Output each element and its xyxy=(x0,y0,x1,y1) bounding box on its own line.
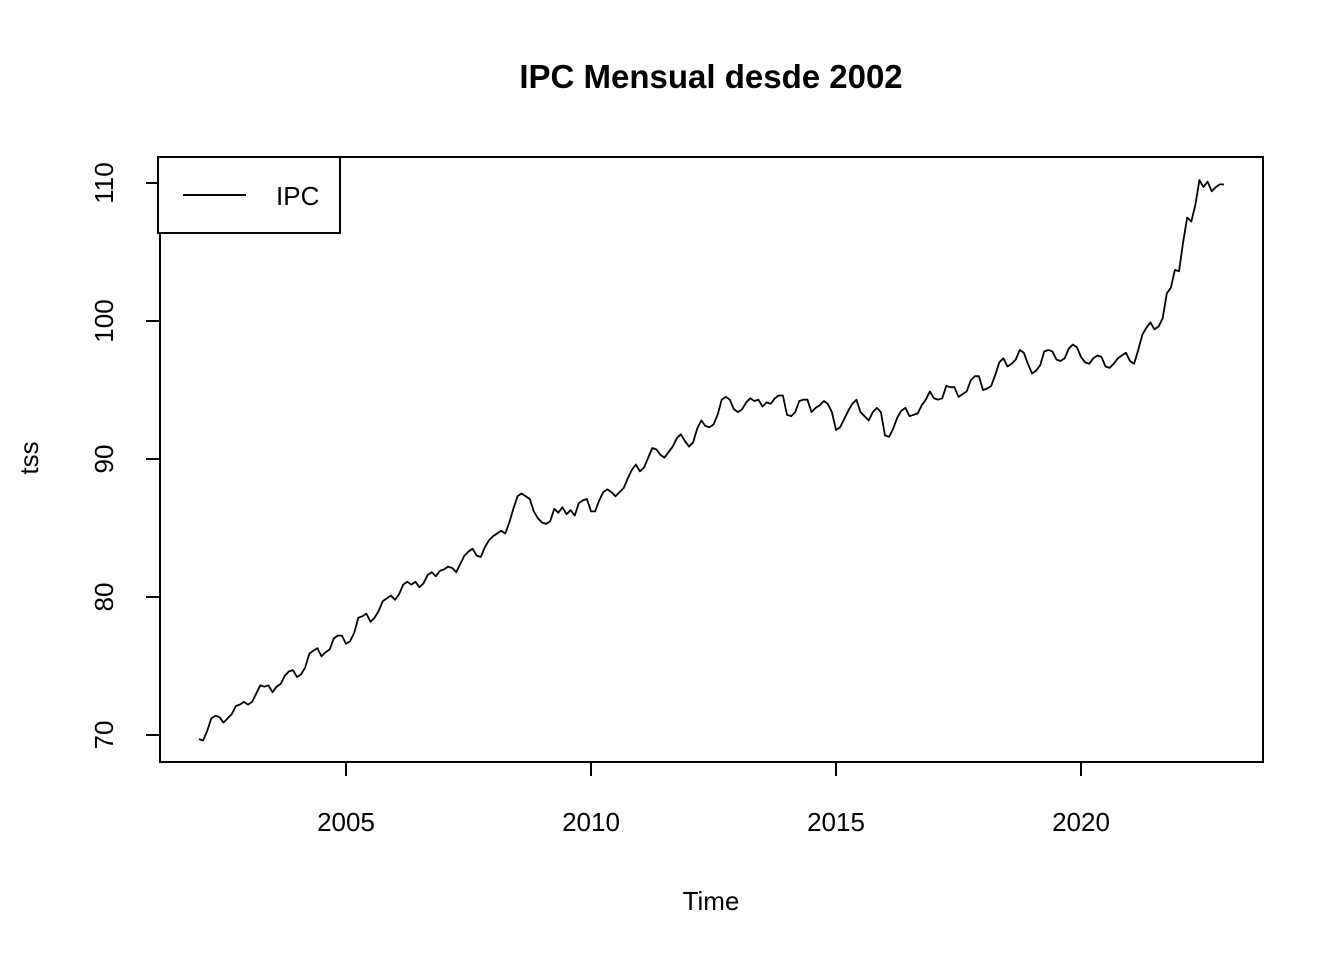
y-tick-label: 70 xyxy=(89,721,119,750)
x-tick-label: 2010 xyxy=(562,807,620,837)
x-tick-label: 2020 xyxy=(1052,807,1110,837)
y-tick-label: 80 xyxy=(89,583,119,612)
y-axis-title: tss xyxy=(14,441,44,474)
y-tick-label: 110 xyxy=(89,162,119,203)
x-tick-label: 2015 xyxy=(807,807,865,837)
x-tick-label: 2005 xyxy=(317,807,375,837)
chart-title: IPC Mensual desde 2002 xyxy=(519,58,902,95)
y-axis: 70 80 90 100 110 xyxy=(89,162,160,749)
legend: IPC xyxy=(157,156,341,234)
legend-label: IPC xyxy=(276,181,319,211)
y-tick-label: 90 xyxy=(89,445,119,474)
x-axis: 2005 2010 2015 2020 xyxy=(317,762,1110,837)
x-axis-title: Time xyxy=(683,886,740,916)
ipc-series-line xyxy=(198,179,1224,742)
y-tick-label: 100 xyxy=(89,299,119,342)
